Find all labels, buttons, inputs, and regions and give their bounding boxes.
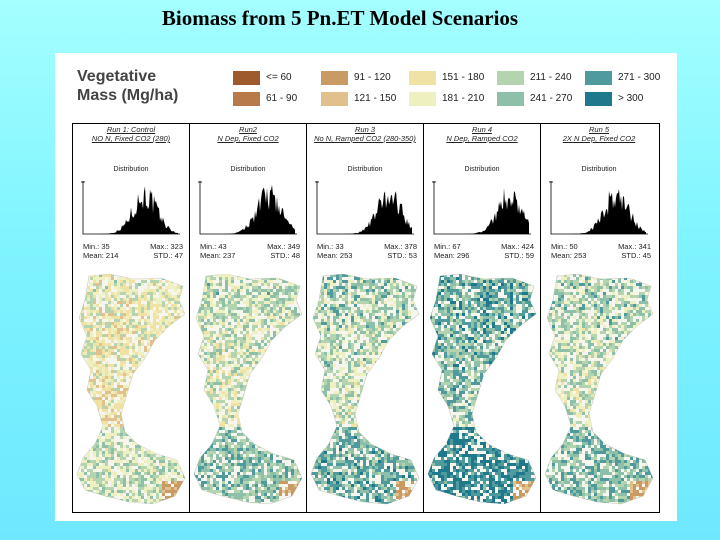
stat-std: STD.: 48 (270, 251, 300, 260)
legend-label: 241 - 270 (530, 93, 573, 104)
legend-label: <= 60 (266, 72, 292, 83)
legend-swatch (497, 92, 524, 106)
distribution-histogram (432, 181, 531, 235)
run-label: Run 1: Control NO N, Fixed CO2 (280) (73, 125, 189, 143)
distribution-label: Distribution (581, 166, 617, 173)
scenario-panel: Run 3 No N, Ramped CO2 (280-350) Distribut… (307, 124, 424, 512)
figure-panel: Vegetative Mass (Mg/ha) <= 60 61 - 90 91 -… (55, 53, 677, 521)
run-description: 2X N Dep, Fixed CO2 (562, 134, 636, 143)
biomass-map (310, 274, 420, 505)
run-description: N Dep, Ramped CO2 (446, 134, 518, 143)
stat-max: Max.: 378 (384, 242, 417, 251)
legend-item: > 300 (585, 91, 673, 108)
biomass-map (76, 274, 186, 505)
stat-min: Min.: 50 (551, 242, 578, 251)
legend-swatch (497, 71, 524, 85)
stat-max: Max.: 323 (150, 242, 183, 251)
run-label: Run2 N Dep, Fixed CO2 (190, 125, 306, 143)
legend-label: > 300 (618, 93, 644, 104)
stat-mean: Mean: 214 (83, 251, 119, 260)
legend-item: 91 - 120 (321, 70, 409, 87)
legend-label: 151 - 180 (442, 72, 485, 83)
distribution-label: Distribution (113, 166, 149, 173)
scenario-panel: Run 5 2X N Dep, Fixed CO2 Distribution Min.… (541, 124, 657, 512)
legend-swatch (585, 71, 612, 85)
legend-item: 241 - 270 (497, 91, 585, 108)
stat-max: Max.: 349 (267, 242, 300, 251)
legend-item: <= 60 (233, 70, 321, 87)
stat-min: Min.: 43 (200, 242, 227, 251)
legend-swatch (233, 92, 260, 106)
legend-swatch (585, 92, 612, 106)
legend-label: 91 - 120 (354, 72, 391, 83)
stats-block: Min.: 67 Max.: 424 Mean: 296 STD.: 59 (434, 242, 534, 260)
run-label: Run 5 2X N Dep, Fixed CO2 (541, 125, 657, 143)
distribution-label: Distribution (464, 166, 500, 173)
stat-max: Max.: 424 (501, 242, 534, 251)
stats-block: Min.: 50 Max.: 341 Mean: 253 STD.: 45 (551, 242, 651, 260)
stat-mean: Mean: 296 (434, 251, 470, 260)
stat-min: Min.: 35 (83, 242, 110, 251)
legend-swatch (409, 71, 436, 85)
legend-swatch (321, 92, 348, 106)
legend-swatch (409, 92, 436, 106)
distribution-histogram (315, 181, 414, 235)
stat-max: Max.: 341 (618, 242, 651, 251)
distribution-histogram (81, 181, 180, 235)
stat-mean: Mean: 237 (200, 251, 236, 260)
stat-std: STD.: 53 (387, 251, 417, 260)
run-name: Run 5 (588, 125, 609, 134)
legend-swatch (321, 71, 348, 85)
legend-label: 211 - 240 (530, 72, 572, 83)
distribution-histogram (549, 181, 648, 235)
biomass-map (544, 274, 654, 505)
legend-item: 271 - 300 (585, 70, 673, 87)
run-description: No N, Ramped CO2 (280-350) (314, 134, 416, 143)
run-name: Run 1: Control (106, 125, 156, 134)
legend-item: 181 - 210 (409, 91, 497, 108)
run-description: N Dep, Fixed CO2 (217, 134, 279, 143)
run-description: NO N, Fixed CO2 (280) (91, 134, 171, 143)
distribution-label: Distribution (230, 166, 266, 173)
slide-title: Biomass from 5 Pn.ET Model Scenarios (161, 6, 519, 30)
legend-label: 121 - 150 (354, 93, 397, 104)
stat-min: Min.: 67 (434, 242, 461, 251)
stat-std: STD.: 59 (504, 251, 534, 260)
biomass-map (427, 274, 537, 505)
legend-item: 211 - 240 (497, 70, 585, 87)
scenario-panels: Run 1: Control NO N, Fixed CO2 (280) Distr… (72, 123, 660, 513)
legend-label: 61 - 90 (266, 93, 298, 104)
distribution-label: Distribution (347, 166, 383, 173)
legend-label: 271 - 300 (618, 72, 661, 83)
stats-block: Min.: 33 Max.: 378 Mean: 253 STD.: 53 (317, 242, 417, 260)
run-name: Run 4 (471, 125, 492, 134)
legend-label: 181 - 210 (442, 93, 485, 104)
stat-mean: Mean: 253 (317, 251, 353, 260)
run-label: Run 3 No N, Ramped CO2 (280-350) (307, 125, 423, 143)
run-name: Run 3 (354, 125, 375, 134)
stats-block: Min.: 35 Max.: 323 Mean: 214 STD.: 47 (83, 242, 183, 260)
stat-std: STD.: 45 (621, 251, 651, 260)
legend-swatch (233, 71, 260, 85)
scenario-panel: Run 1: Control NO N, Fixed CO2 (280) Distr… (73, 124, 190, 512)
biomass-map (193, 274, 303, 505)
legend-item: 151 - 180 (409, 70, 497, 87)
run-name: Run2 (239, 125, 257, 134)
stats-block: Min.: 43 Max.: 349 Mean: 237 STD.: 48 (200, 242, 300, 260)
stat-min: Min.: 33 (317, 242, 344, 251)
distribution-histogram (198, 181, 297, 235)
legend: <= 60 61 - 90 91 - 120 121 - 150 151 - 180 18… (233, 70, 675, 112)
legend-title: Vegetative Mass (Mg/ha) (77, 68, 179, 104)
scenario-panel: Run2 N Dep, Fixed CO2 Distribution Min.: 43… (190, 124, 307, 512)
legend-item: 61 - 90 (233, 91, 321, 108)
legend-item: 121 - 150 (321, 91, 409, 108)
stat-std: STD.: 47 (153, 251, 183, 260)
stat-mean: Mean: 253 (551, 251, 587, 260)
